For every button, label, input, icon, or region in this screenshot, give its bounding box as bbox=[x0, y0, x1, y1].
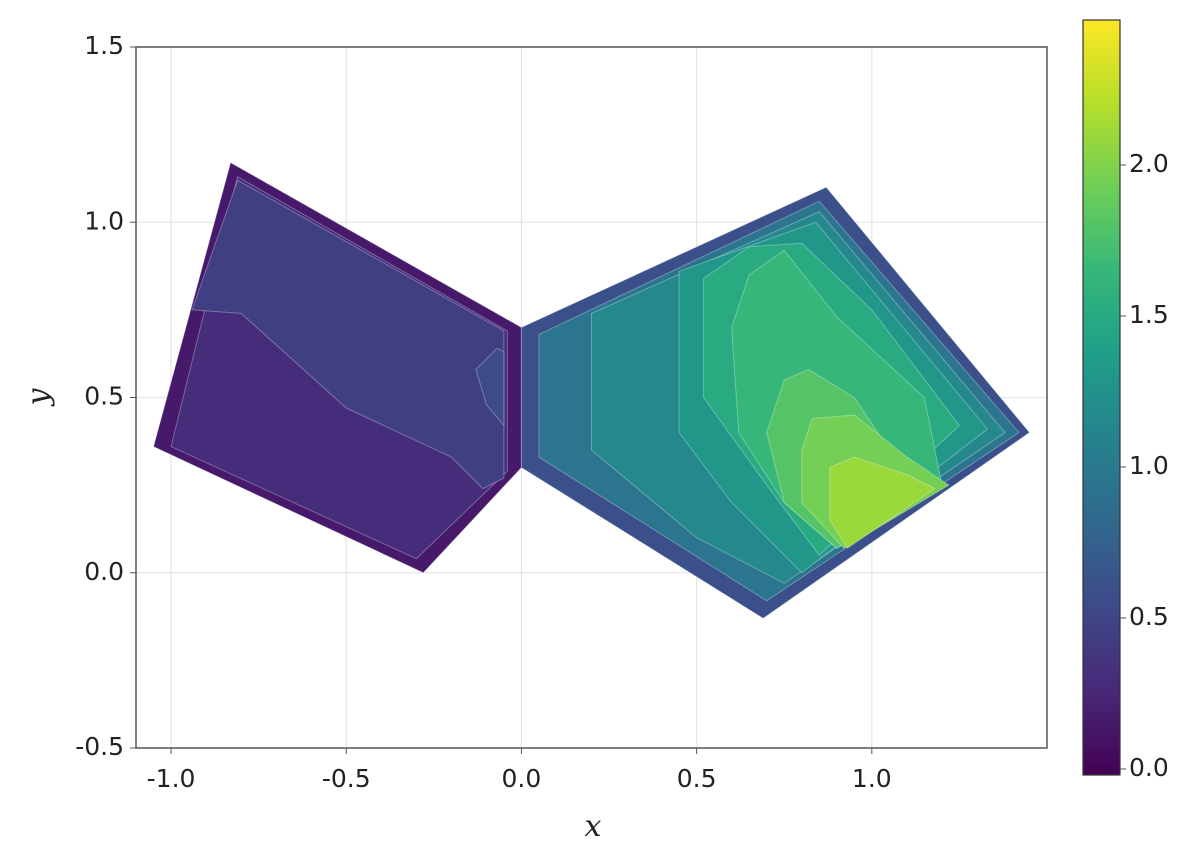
x-tick-label: 0.0 bbox=[502, 764, 542, 793]
x-tick-label: -0.5 bbox=[322, 764, 371, 793]
y-tick-label: 0.0 bbox=[84, 557, 124, 586]
colorbar-tick-label: 0.5 bbox=[1129, 602, 1169, 631]
y-axis-label: y bbox=[21, 387, 56, 407]
colorbar-tick-label: 2.0 bbox=[1129, 149, 1169, 178]
x-tick-label: 0.5 bbox=[677, 764, 717, 793]
y-tick-label: 1.0 bbox=[84, 206, 124, 235]
x-tick-label: 1.0 bbox=[852, 764, 892, 793]
x-axis-label: x bbox=[585, 809, 602, 844]
contour-region bbox=[829, 456, 936, 549]
y-tick-label: -0.5 bbox=[75, 732, 124, 761]
x-tick-label: -1.0 bbox=[147, 764, 196, 793]
y-tick-label: 1.5 bbox=[84, 31, 124, 60]
plot-frame bbox=[135, 46, 1048, 749]
colorbar-tick-label: 1.5 bbox=[1129, 300, 1169, 329]
colorbar-tick-label: 1.0 bbox=[1129, 451, 1169, 480]
colorbar-tick-label: 0.0 bbox=[1129, 753, 1169, 782]
y-tick-label: 0.5 bbox=[84, 382, 124, 411]
contour-region bbox=[475, 347, 505, 427]
colorbar bbox=[1082, 19, 1121, 776]
